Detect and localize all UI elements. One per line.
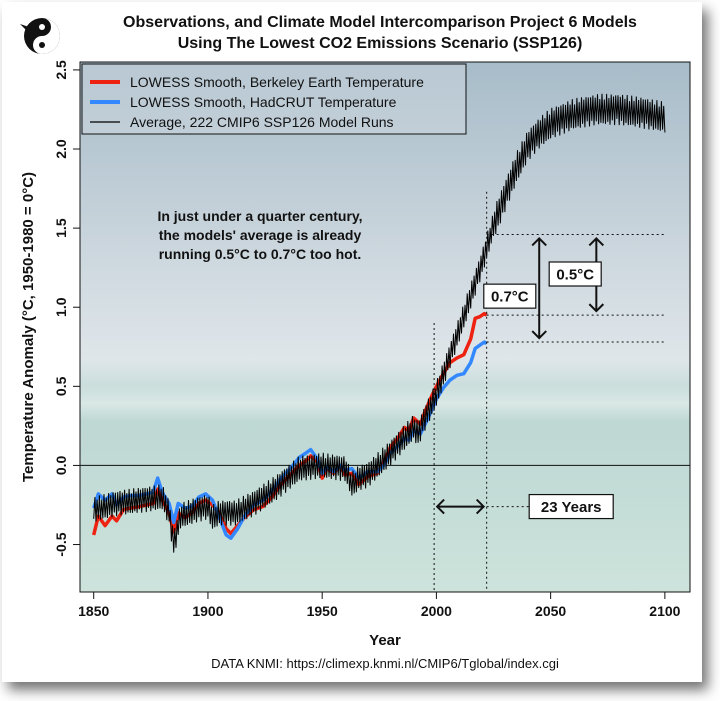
x-axis: 1850 1900 1950 2000 2050 2100 — [78, 592, 681, 619]
y-tick-label: 0.5 — [53, 376, 69, 396]
data-source: DATA KNMI: https://climexp.knmi.nl/CMIP6… — [211, 656, 559, 671]
arrow-05-head-top — [588, 237, 605, 247]
y-axis: -0.5 0.0 0.5 1.0 1.5 2.0 2.5 — [53, 60, 80, 557]
annotation-layer: 0.7°C 0.5°C 23 Years — [433, 191, 665, 592]
chart-title-line1: Observations, and Climate Model Intercom… — [123, 14, 637, 31]
x-tick-label: 2000 — [421, 603, 452, 619]
x-tick-label: 1850 — [78, 603, 109, 619]
chart-title-line2: Using The Lowest CO2 Emissions Scenario … — [178, 35, 583, 52]
difference-07-label: 0.7°C — [491, 289, 529, 306]
legend-box — [81, 63, 467, 135]
yin-yang-bird-logo-icon — [20, 18, 60, 54]
hadcrut-line — [92, 340, 488, 540]
annotation-line1: In just under a quarter century, — [157, 208, 362, 224]
y-axis-label: Temperature Anomaly (°C, 1950-1980 = 0°C… — [20, 172, 37, 482]
x-tick-label: 1950 — [307, 603, 338, 619]
y-tick-label: 0.0 — [53, 455, 69, 475]
horizon-haze — [80, 384, 690, 422]
model-average-line — [93, 93, 666, 553]
plot-border — [79, 61, 691, 593]
arrow-years-head-left — [435, 498, 445, 515]
legend-label-model: Average, 222 CMIP6 SSP126 Model Runs — [130, 114, 394, 130]
span-years-label: 23 Years — [541, 499, 602, 516]
y-tick-label: -0.5 — [53, 532, 69, 556]
annotation-line3: running 0.5°C to 0.7°C too hot. — [159, 246, 362, 262]
legend: LOWESS Smooth, Berkeley Earth Temperatur… — [81, 63, 467, 135]
x-tick-label: 2100 — [649, 603, 680, 619]
data-layer — [80, 93, 690, 553]
difference-05-label: 0.5°C — [556, 267, 594, 284]
arrow-07-head-top — [531, 237, 547, 247]
y-tick-label: 1.0 — [53, 297, 69, 317]
y-tick-label: 2.0 — [53, 139, 69, 159]
plot-area: 0.7°C 0.5°C 23 Years — [79, 61, 691, 593]
arrow-05-head-bottom — [588, 303, 605, 313]
x-axis-label: Year — [369, 632, 401, 649]
x-tick-label: 2050 — [535, 603, 566, 619]
arrow-years-head-right — [475, 498, 486, 515]
difference-07-box — [483, 283, 537, 309]
temperature-chart: Observations, and Climate Model Intercom… — [20, 14, 691, 671]
difference-05-box — [548, 261, 602, 287]
legend-label-hadcrut: LOWESS Smooth, HadCRUT Temperature — [130, 94, 397, 110]
x-tick-label: 1900 — [192, 603, 223, 619]
span-years-box — [528, 493, 614, 520]
chart-frame: Observations, and Climate Model Intercom… — [2, 2, 702, 682]
arrow-07-head-bottom — [531, 330, 547, 340]
y-tick-label: 1.5 — [53, 218, 69, 238]
annotation-line2: the models' average is already — [159, 227, 362, 243]
y-tick-label: 2.5 — [53, 60, 69, 80]
legend-label-berkeley: LOWESS Smooth, Berkeley Earth Temperatur… — [130, 74, 424, 90]
